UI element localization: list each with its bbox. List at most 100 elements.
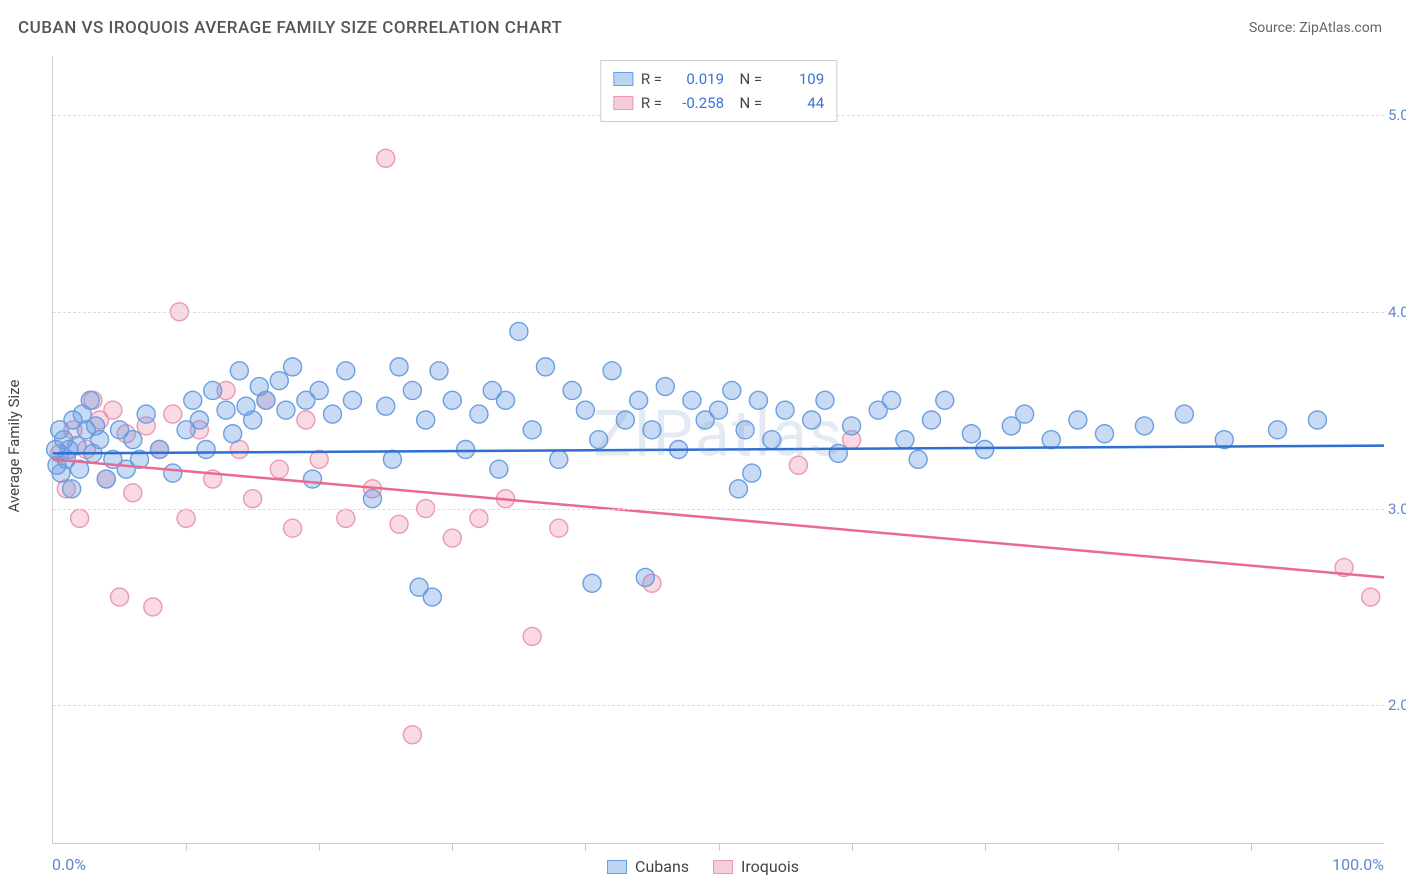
data-point — [244, 490, 262, 508]
data-point — [124, 484, 142, 502]
data-point — [976, 441, 994, 459]
data-point — [683, 391, 701, 409]
data-point — [776, 401, 794, 419]
swatch-cubans — [613, 72, 633, 86]
swatch-cubans-bottom — [607, 860, 627, 874]
data-point — [909, 450, 927, 468]
trend-line — [53, 459, 1384, 577]
swatch-iroquois-bottom — [713, 860, 733, 874]
data-point — [377, 149, 395, 167]
scatter-svg — [53, 56, 1384, 843]
data-point — [217, 401, 235, 419]
data-point — [523, 627, 541, 645]
data-point — [789, 456, 807, 474]
legend-n-value-iroquois: 44 — [770, 91, 824, 115]
data-point — [91, 431, 109, 449]
y-tick-label: 4.00 — [1388, 303, 1406, 321]
y-tick-label: 2.00 — [1388, 696, 1406, 714]
y-tick-label: 3.00 — [1388, 500, 1406, 518]
legend-label-cubans: Cubans — [635, 857, 689, 876]
data-point — [636, 568, 654, 586]
data-point — [583, 574, 601, 592]
data-point — [150, 441, 168, 459]
data-point — [497, 391, 515, 409]
data-point — [550, 450, 568, 468]
legend-r-value-cubans: 0.019 — [670, 67, 724, 91]
data-point — [1175, 405, 1193, 423]
data-point — [523, 421, 541, 439]
data-point — [304, 470, 322, 488]
data-point — [337, 509, 355, 527]
data-point — [1269, 421, 1287, 439]
data-point — [97, 470, 115, 488]
data-point — [536, 358, 554, 376]
data-point — [417, 411, 435, 429]
grid-line — [53, 705, 1384, 706]
data-point — [423, 588, 441, 606]
grid-line — [53, 509, 1384, 510]
data-point — [190, 411, 208, 429]
data-point — [71, 509, 89, 527]
data-point — [403, 726, 421, 744]
data-point — [363, 490, 381, 508]
x-axis-max-label: 100.0% — [1332, 855, 1384, 874]
data-point — [63, 480, 81, 498]
data-point — [749, 391, 767, 409]
data-point — [297, 411, 315, 429]
legend-r-label: R = — [641, 67, 662, 91]
legend-row-iroquois: R = -0.258 N = 44 — [613, 91, 824, 115]
data-point — [377, 397, 395, 415]
data-point — [590, 431, 608, 449]
data-point — [457, 441, 475, 459]
data-point — [816, 391, 834, 409]
data-point — [510, 322, 528, 340]
data-point — [616, 411, 634, 429]
data-point — [337, 362, 355, 380]
legend-item-cubans: Cubans — [607, 857, 689, 876]
legend-n-label: N = — [732, 91, 762, 115]
data-point — [643, 421, 661, 439]
chart-plot-area: ZIPatlas R = 0.019 N = 109 R = -0.258 N … — [52, 56, 1384, 844]
data-point — [403, 381, 421, 399]
y-tick-label: 5.00 — [1388, 106, 1406, 124]
data-point — [883, 391, 901, 409]
data-point — [124, 431, 142, 449]
legend-item-iroquois: Iroquois — [713, 857, 799, 876]
data-point — [430, 362, 448, 380]
data-point — [936, 391, 954, 409]
data-point — [204, 381, 222, 399]
data-point — [443, 529, 461, 547]
data-point — [763, 431, 781, 449]
data-point — [1095, 425, 1113, 443]
legend-n-value-cubans: 109 — [770, 67, 824, 91]
data-point — [343, 391, 361, 409]
data-point — [922, 411, 940, 429]
data-point — [68, 437, 86, 455]
source-attribution: Source: ZipAtlas.com — [1249, 20, 1382, 36]
data-point — [383, 450, 401, 468]
legend-n-label: N = — [732, 67, 762, 91]
data-point — [197, 441, 215, 459]
data-point — [184, 391, 202, 409]
data-point — [111, 588, 129, 606]
legend-r-label: R = — [641, 91, 662, 115]
data-point — [1362, 588, 1380, 606]
data-point — [470, 509, 488, 527]
data-point — [743, 464, 761, 482]
data-point — [164, 405, 182, 423]
data-point — [270, 460, 288, 478]
data-point — [390, 358, 408, 376]
data-point — [137, 405, 155, 423]
data-point — [803, 411, 821, 429]
data-point — [324, 405, 342, 423]
data-point — [164, 464, 182, 482]
grid-line — [53, 312, 1384, 313]
data-point — [829, 444, 847, 462]
data-point — [710, 401, 728, 419]
data-point — [630, 391, 648, 409]
data-point — [104, 401, 122, 419]
data-point — [962, 425, 980, 443]
data-point — [1135, 417, 1153, 435]
chart-title: CUBAN VS IROQUOIS AVERAGE FAMILY SIZE CO… — [18, 18, 562, 38]
data-point — [284, 358, 302, 376]
